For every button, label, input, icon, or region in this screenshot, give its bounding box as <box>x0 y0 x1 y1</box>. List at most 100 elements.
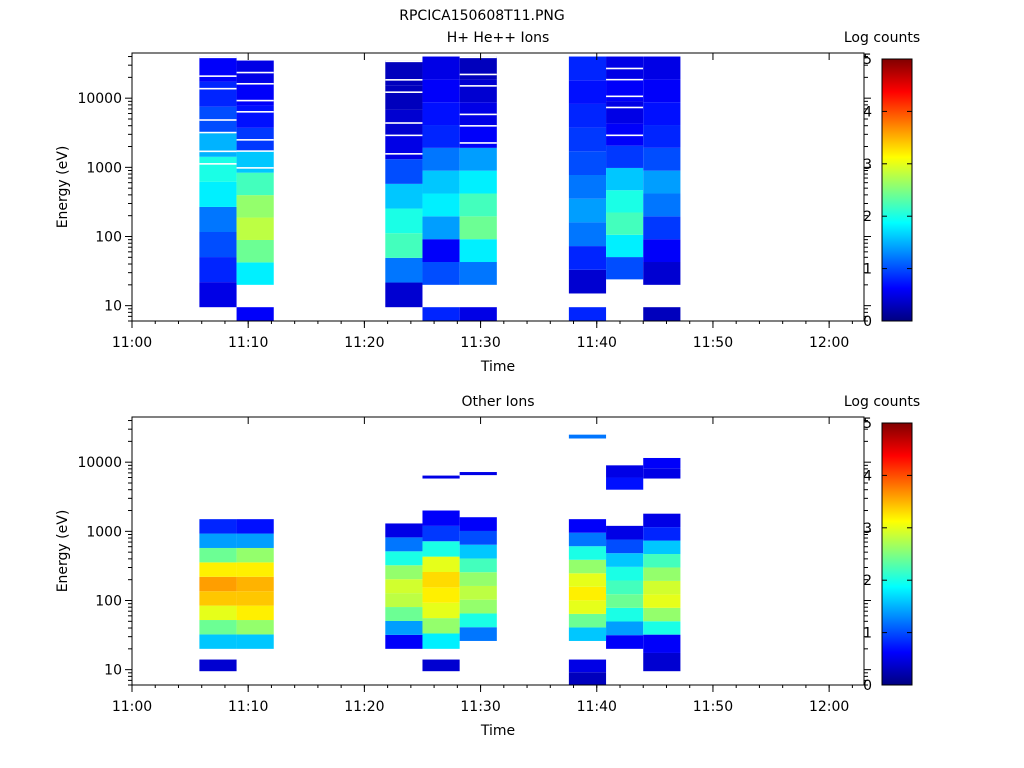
spectrogram-cell <box>385 159 423 184</box>
spectrogram-cell <box>385 257 423 283</box>
empty-bin-stripe <box>385 79 423 81</box>
spectrogram-cell <box>568 151 607 176</box>
spectrogram-cell <box>606 525 644 540</box>
empty-bin-stripe <box>236 150 274 152</box>
spectrogram-cell <box>459 530 497 545</box>
spectrogram-cell <box>643 468 681 479</box>
empty-bin-stripe <box>199 87 237 90</box>
spectrogram-cell <box>606 477 644 490</box>
spectrogram-cell <box>643 170 681 194</box>
spectrogram-cell <box>199 181 237 207</box>
x-axis-label: Time <box>480 359 515 375</box>
empty-bin-stripe <box>385 122 423 124</box>
spectrogram-cell <box>385 134 423 160</box>
empty-bin-stripe <box>459 73 497 76</box>
panel-other-ions: Other Ions 11:00 11:10 11:20 11:30 11:40 11:50… <box>55 394 920 739</box>
colorbar-tick-label: 3 <box>863 521 872 537</box>
panel-title: Other Ions <box>461 394 534 410</box>
empty-bin-stripe <box>199 56 237 59</box>
spectrogram-cell <box>422 102 460 126</box>
spectrogram-cell <box>385 537 423 552</box>
spectrogram-cell <box>199 81 237 107</box>
spectrogram-cell <box>606 621 644 636</box>
spectrogram-cell <box>606 594 644 608</box>
spectrogram-cell <box>385 85 423 110</box>
spectrogram-cell <box>422 147 460 171</box>
spectrogram-cell <box>643 79 681 103</box>
panels: H+ He++ Ions 11:00 11:10 11:20 11:30 11:40 11:… <box>55 30 920 739</box>
x-tick-label: 11:20 <box>344 699 384 715</box>
colorbar-tick-label: 1 <box>863 626 872 642</box>
spectrogram-cell <box>236 172 274 196</box>
spectrogram-cell <box>385 634 423 649</box>
spectrogram-cell <box>236 150 274 173</box>
spectrogram-cell <box>385 60 423 86</box>
empty-bin-stripe <box>385 60 423 63</box>
spectrogram-cell <box>459 517 497 531</box>
spectrogram-cell <box>385 551 423 566</box>
spectrogram-cell <box>236 239 274 263</box>
spectrogram-cell <box>422 193 460 217</box>
spectrogram-cell <box>236 307 274 321</box>
spectrogram-cell <box>606 234 644 258</box>
spectrogram-cell <box>459 613 497 628</box>
spectrogram-cell <box>236 576 274 592</box>
spectrogram-cell <box>459 147 497 171</box>
spectrogram-cell <box>459 170 497 194</box>
panel-title: H+ He++ Ions <box>447 30 550 46</box>
spectrogram-cell <box>606 635 644 649</box>
spectrogram-cell <box>199 206 237 232</box>
spectrogram-cell <box>643 607 681 622</box>
spectrogram-cell <box>459 585 497 600</box>
spectrogram-cell <box>568 198 607 223</box>
spectrogram-cell <box>459 193 497 217</box>
y-tick-label: 1000 <box>86 160 122 176</box>
spectrogram-cell <box>643 56 681 80</box>
x-tick-label: 11:30 <box>460 335 500 351</box>
y-tick-label: 10 <box>104 663 122 679</box>
spectrogram-cell <box>422 618 460 634</box>
spectrogram-cell <box>643 102 681 126</box>
spectrogram-cell <box>422 125 460 148</box>
spectrogram-cell <box>606 539 644 554</box>
spectrogram-cell <box>199 282 237 308</box>
spectrogram-cell <box>385 233 423 258</box>
y-tick-label: 10000 <box>77 455 122 471</box>
spectrogram-cells <box>199 56 681 321</box>
spectrogram-cell <box>568 519 607 533</box>
colorbar-tick-label: 4 <box>863 468 872 484</box>
spectrogram-cell <box>643 527 681 541</box>
spectrogram-cell <box>568 246 607 270</box>
spectrogram-cell <box>199 56 237 82</box>
spectrogram-cell <box>236 195 274 218</box>
spectrogram-cell <box>568 627 607 641</box>
spectrogram-cell <box>422 56 460 80</box>
spectrogram-cell <box>459 216 497 240</box>
y-tick-label: 10000 <box>77 91 122 107</box>
spectrogram-cells <box>199 434 681 685</box>
spectrogram-cell <box>459 79 497 103</box>
spectrogram-cell <box>199 620 237 635</box>
colorbar-label: Log counts <box>844 394 920 410</box>
spectrogram-cell <box>422 262 460 285</box>
spectrogram-cell <box>385 620 423 635</box>
spectrogram-cell <box>199 533 237 548</box>
colorbar-tick-label: 2 <box>863 209 872 225</box>
x-tick-label: 11:20 <box>344 335 384 351</box>
spectrogram-cell <box>422 541 460 557</box>
spectrogram-cell <box>643 239 681 263</box>
spectrogram-cell <box>422 525 460 542</box>
spectrogram-cell <box>459 599 497 614</box>
empty-bin-stripe <box>606 78 644 81</box>
spectrogram-cell <box>385 565 423 580</box>
spectrogram-cell <box>606 257 644 280</box>
spectrogram-cell <box>568 613 607 628</box>
empty-bin-stripe <box>199 163 237 165</box>
colorbar-label: Log counts <box>844 30 920 46</box>
spectrogram-cell <box>459 56 497 80</box>
spectrogram-cell <box>422 239 460 263</box>
spectrogram-cell <box>236 217 274 240</box>
spectrogram-cell <box>385 208 423 234</box>
spectrogram-cell <box>236 562 274 577</box>
spectrogram-cell <box>459 472 497 476</box>
